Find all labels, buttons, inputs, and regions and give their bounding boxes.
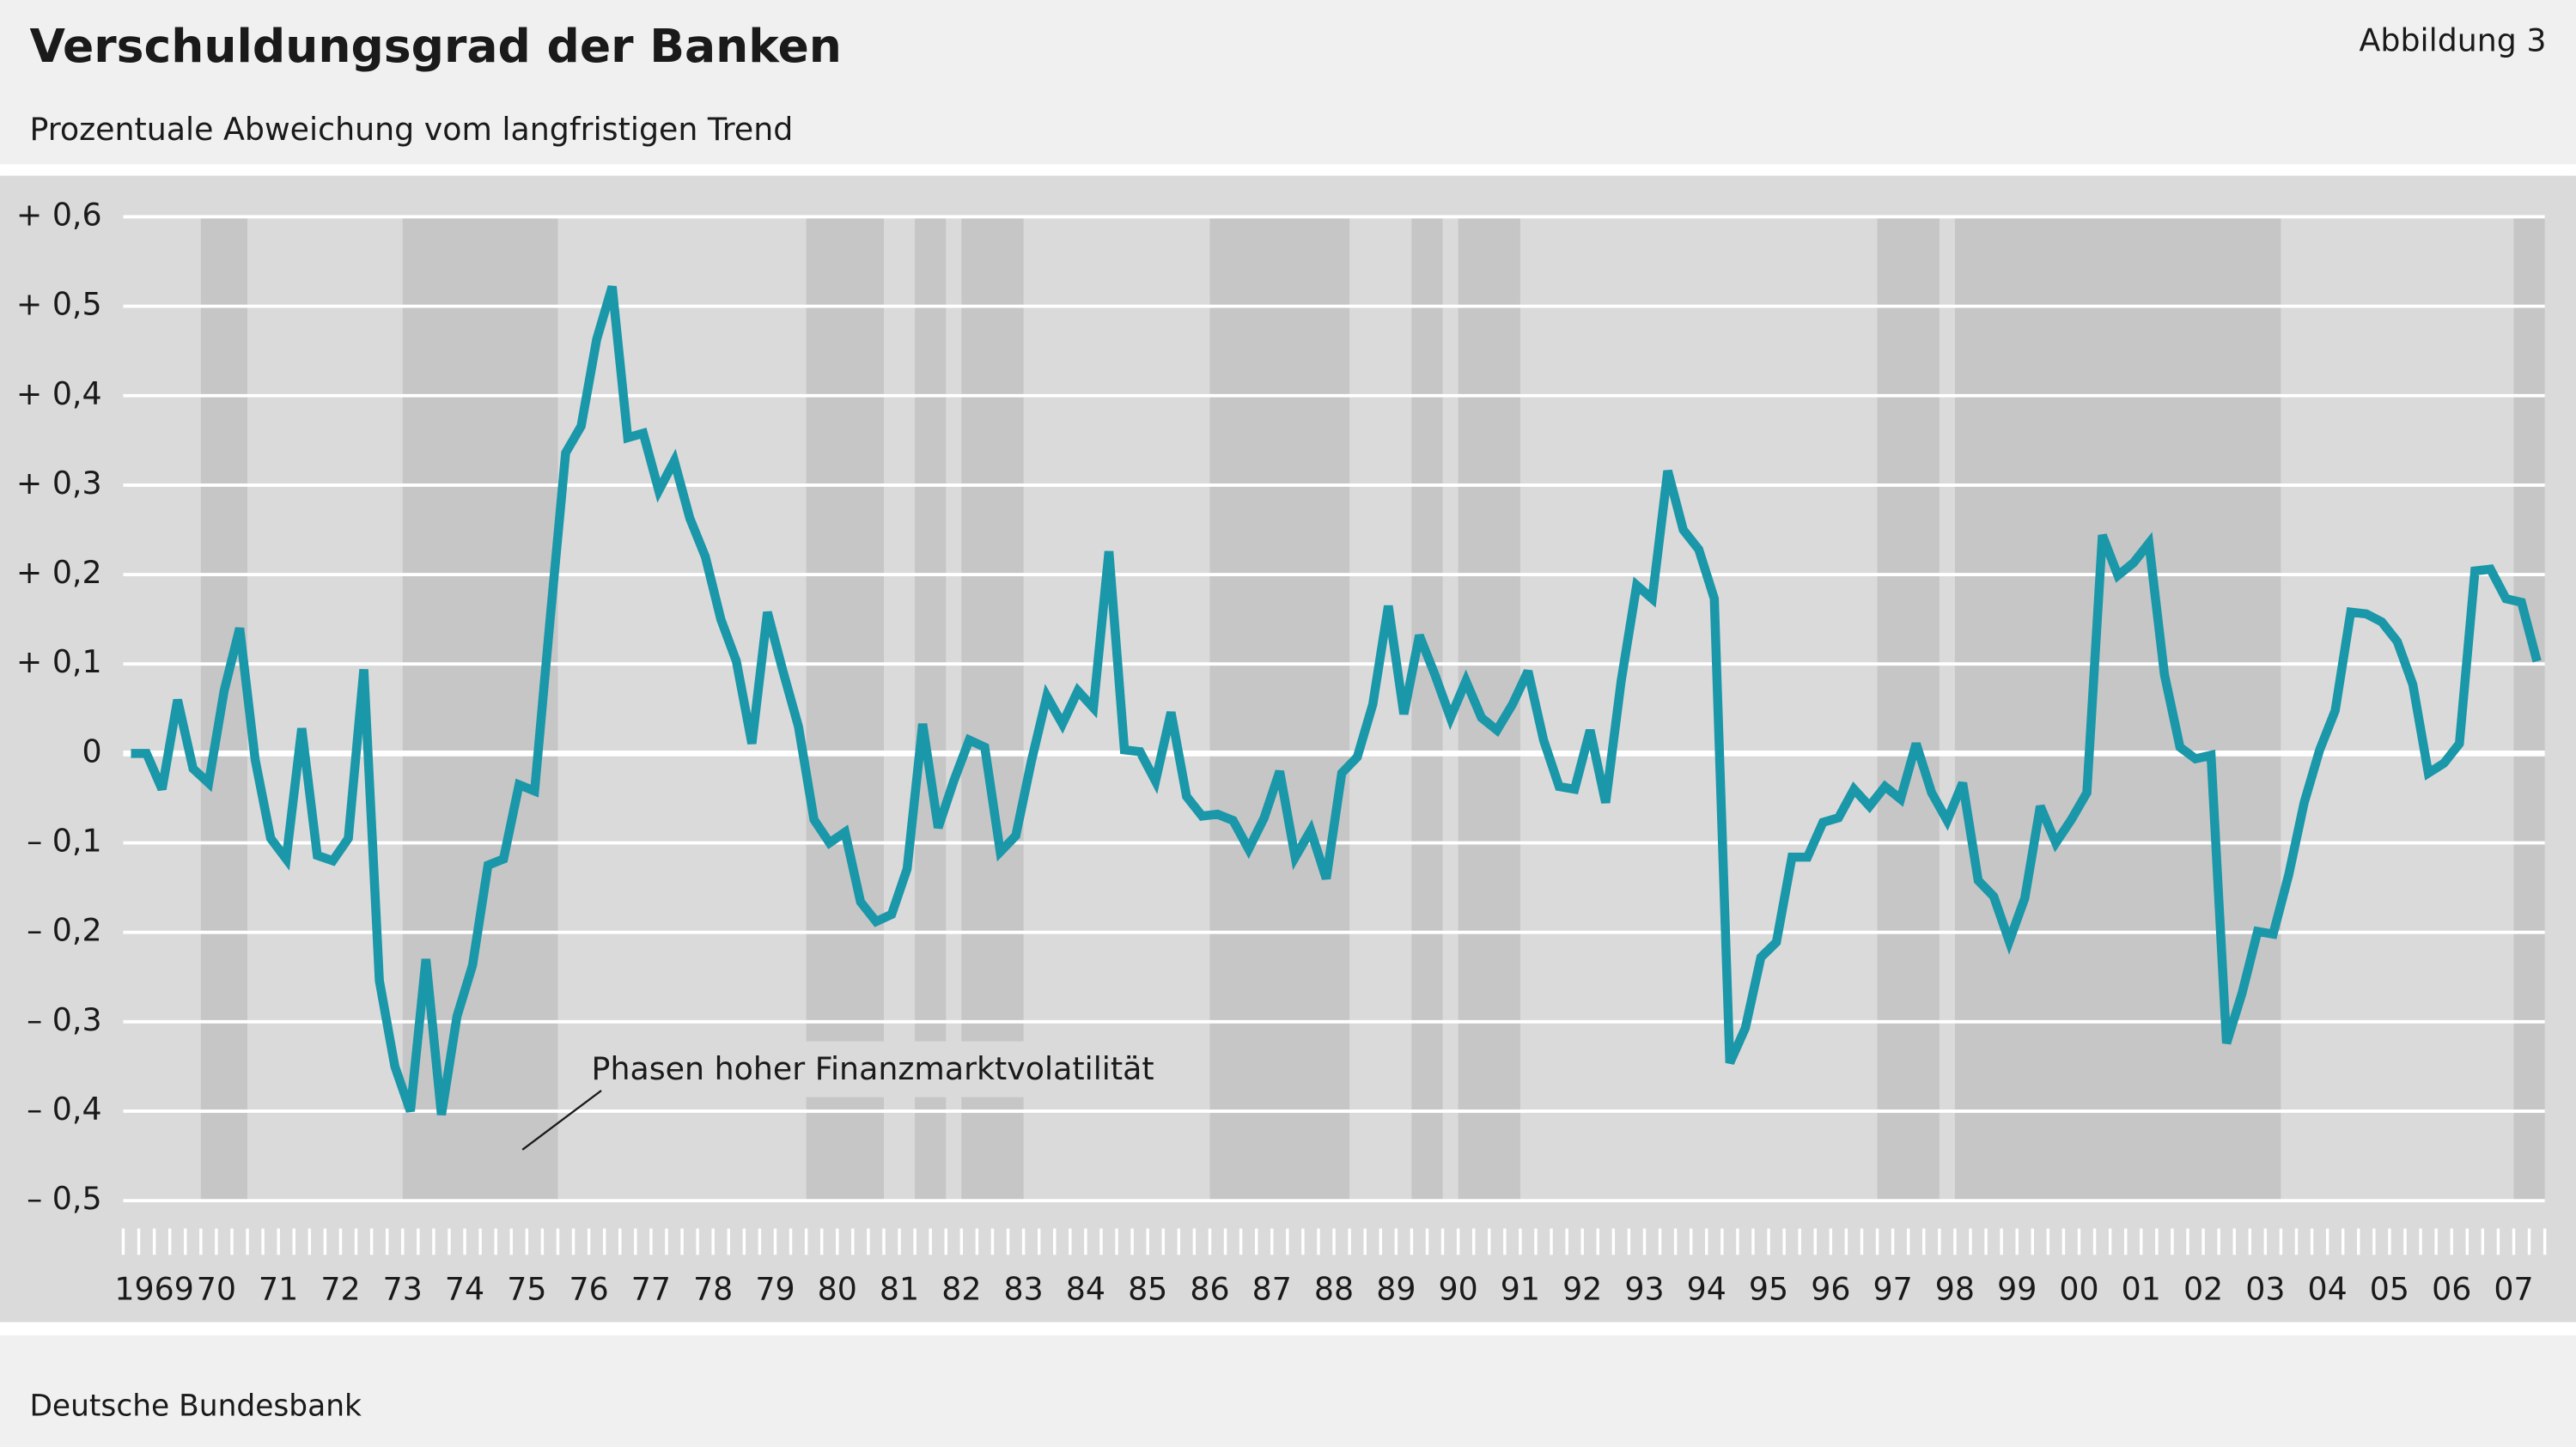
footer-bg: [0, 1335, 2576, 1447]
y-tick-label: + 0,1: [16, 643, 102, 680]
x-tick-label: 90: [1439, 1270, 1478, 1307]
x-tick-label: 06: [2432, 1270, 2471, 1307]
x-tick-label: 07: [2494, 1270, 2533, 1307]
x-tick-label: 94: [1687, 1270, 1726, 1307]
x-tick-label: 00: [2059, 1270, 2098, 1307]
x-tick-label: 01: [2122, 1270, 2161, 1307]
x-tick-label: 72: [320, 1270, 360, 1307]
y-tick-label: + 0,6: [16, 196, 102, 233]
y-tick-label: + 0,3: [16, 465, 102, 502]
volatility-phase: [2513, 216, 2545, 1201]
figure-label: Abbildung 3: [2360, 22, 2547, 59]
x-tick-label: 97: [1873, 1270, 1913, 1307]
volatility-phase: [1877, 216, 1940, 1201]
x-tick-label: 98: [1935, 1270, 1975, 1307]
source: Deutsche Bundesbank: [29, 1389, 362, 1424]
separator: [0, 164, 2576, 176]
x-tick-label: 99: [1997, 1270, 2037, 1307]
x-tick-label: 86: [1190, 1270, 1229, 1307]
x-tick-label: 82: [941, 1270, 981, 1307]
x-tick-label: 78: [693, 1270, 733, 1307]
y-tick-label: – 0,2: [27, 912, 102, 949]
y-tick-label: – 0,3: [27, 1001, 102, 1038]
x-tick-label: 84: [1066, 1270, 1105, 1307]
volatility-phase: [1209, 216, 1350, 1201]
chart-subtitle: Prozentuale Abweichung vom langfristigen…: [29, 111, 793, 148]
volatility-phase: [915, 216, 947, 1201]
volatility-phase: [1411, 216, 1443, 1201]
x-tick-label: 76: [569, 1270, 608, 1307]
volatility-phase: [402, 216, 558, 1201]
x-tick-label: 03: [2245, 1270, 2285, 1307]
x-tick-label: 95: [1749, 1270, 1788, 1307]
volatility-phase: [1954, 216, 2281, 1201]
y-tick-label: 0: [82, 733, 101, 769]
x-tick-label: 92: [1562, 1270, 1602, 1307]
x-tick-label: 79: [755, 1270, 795, 1307]
x-tick-label: 77: [631, 1270, 671, 1307]
x-tick-label: 88: [1314, 1270, 1354, 1307]
y-tick-label: – 0,1: [27, 823, 102, 860]
x-tick-label: 85: [1128, 1270, 1167, 1307]
x-tick-label: 83: [1004, 1270, 1044, 1307]
x-tick-label: 1969: [114, 1270, 193, 1307]
header-bg: [0, 0, 2576, 165]
x-tick-label: 81: [880, 1270, 919, 1307]
volatility-phase: [961, 216, 1024, 1201]
x-tick-label: 89: [1376, 1270, 1416, 1307]
x-tick-label: 70: [197, 1270, 236, 1307]
x-tick-label: 73: [383, 1270, 423, 1307]
x-tick-label: 04: [2308, 1270, 2348, 1307]
y-tick-label: + 0,2: [16, 554, 102, 591]
x-tick-label: 74: [445, 1270, 484, 1307]
annotation-leader: [521, 1090, 602, 1151]
x-tick-label: 71: [259, 1270, 298, 1307]
x-tick-label: 96: [1811, 1270, 1850, 1307]
y-tick-label: + 0,4: [16, 375, 102, 412]
chart-title: Verschuldungsgrad der Banken: [29, 19, 841, 73]
annotation: Phasen hoher Finanzmarktvolatilität: [592, 1050, 1154, 1087]
y-tick-label: – 0,4: [27, 1091, 102, 1128]
x-tick-label: 75: [507, 1270, 546, 1307]
separator: [0, 1322, 2576, 1335]
x-tick-label: 80: [818, 1270, 857, 1307]
x-tick-label: 02: [2183, 1270, 2223, 1307]
x-tick-label: 05: [2370, 1270, 2409, 1307]
y-tick-label: – 0,5: [27, 1180, 102, 1217]
volatility-phase: [806, 216, 884, 1201]
data-line: [131, 285, 2542, 1116]
annotation-bg: [578, 1041, 1121, 1097]
x-tick-label: 93: [1624, 1270, 1664, 1307]
y-tick-label: + 0,5: [16, 286, 102, 323]
x-tick-label: 91: [1501, 1270, 1540, 1307]
x-tick-label: 87: [1252, 1270, 1292, 1307]
